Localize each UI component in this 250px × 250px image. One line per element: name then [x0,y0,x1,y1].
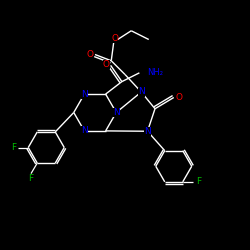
Text: F: F [11,143,16,152]
Text: F: F [28,174,34,183]
Text: F: F [196,177,201,186]
Text: O: O [103,60,110,68]
Text: N: N [144,127,151,136]
Text: N: N [138,88,144,96]
Text: NH₂: NH₂ [148,68,164,77]
Text: N: N [81,90,88,98]
Text: O: O [112,34,118,43]
Text: O: O [176,93,183,102]
Text: N: N [113,108,119,117]
Text: O: O [87,50,94,59]
Text: N: N [81,126,88,136]
